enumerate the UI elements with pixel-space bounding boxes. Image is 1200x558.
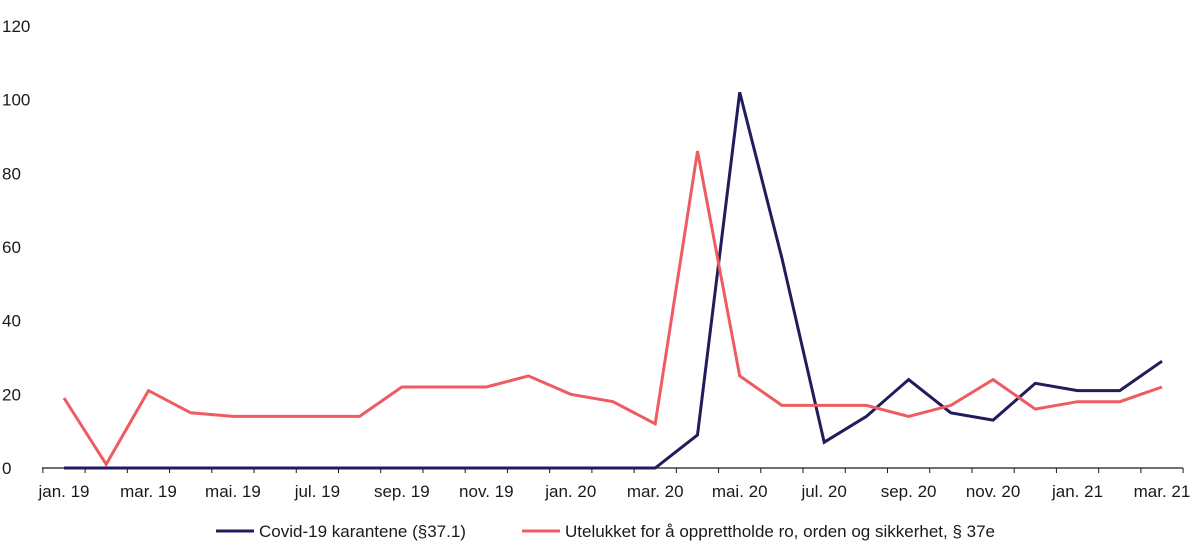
x-tick-label: sep. 19 [374,482,430,501]
x-tick-label: nov. 19 [459,482,514,501]
y-tick-label: 40 [2,312,21,331]
x-tick-label: jul. 19 [294,482,340,501]
y-tick-label: 60 [2,238,21,257]
y-tick-label: 20 [2,385,21,404]
series-line-1 [64,91,1163,470]
x-tick-label: mai. 20 [712,482,768,501]
x-tick-label: sep. 20 [881,482,937,501]
y-tick-label: 100 [2,91,30,110]
y-tick-label: 0 [2,459,11,478]
y-tick-label: 120 [2,17,30,36]
x-tick-label: jul. 20 [800,482,846,501]
x-tick-label: mar. 21 [1134,482,1191,501]
x-tick-label: nov. 20 [966,482,1021,501]
x-tick-label: jan. 20 [544,482,596,501]
x-tick-label: jan. 19 [37,482,89,501]
x-tick-label: mar. 20 [627,482,684,501]
x-tick-label: mar. 19 [120,482,177,501]
y-tick-label: 80 [2,164,21,183]
x-tick-label: jan. 21 [1051,482,1103,501]
x-tick-label: mai. 19 [205,482,261,501]
legend-label-2: Utelukket for å opprettholde ro, orden o… [565,522,995,541]
legend-label-1: Covid-19 karantene (§37.1) [259,522,466,541]
